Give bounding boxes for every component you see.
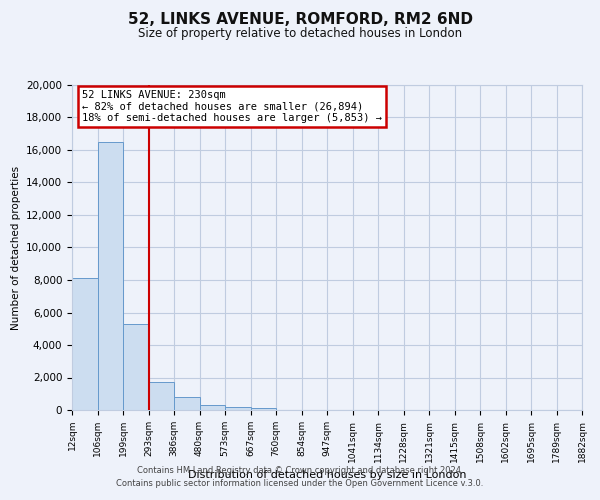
Text: 52 LINKS AVENUE: 230sqm
← 82% of detached houses are smaller (26,894)
18% of sem: 52 LINKS AVENUE: 230sqm ← 82% of detache… [82,90,382,123]
Y-axis label: Number of detached properties: Number of detached properties [11,166,20,330]
Bar [149,382,174,410]
Bar [123,324,149,410]
Bar [72,278,97,410]
X-axis label: Distribution of detached houses by size in London: Distribution of detached houses by size … [188,470,466,480]
Bar [97,142,123,410]
Text: Contains HM Land Registry data © Crown copyright and database right 2024.
Contai: Contains HM Land Registry data © Crown c… [116,466,484,487]
Text: 52, LINKS AVENUE, ROMFORD, RM2 6ND: 52, LINKS AVENUE, ROMFORD, RM2 6ND [128,12,473,28]
Bar [199,405,225,410]
Bar [174,397,199,410]
Bar [225,407,251,410]
Text: Size of property relative to detached houses in London: Size of property relative to detached ho… [138,28,462,40]
Bar [251,408,276,410]
